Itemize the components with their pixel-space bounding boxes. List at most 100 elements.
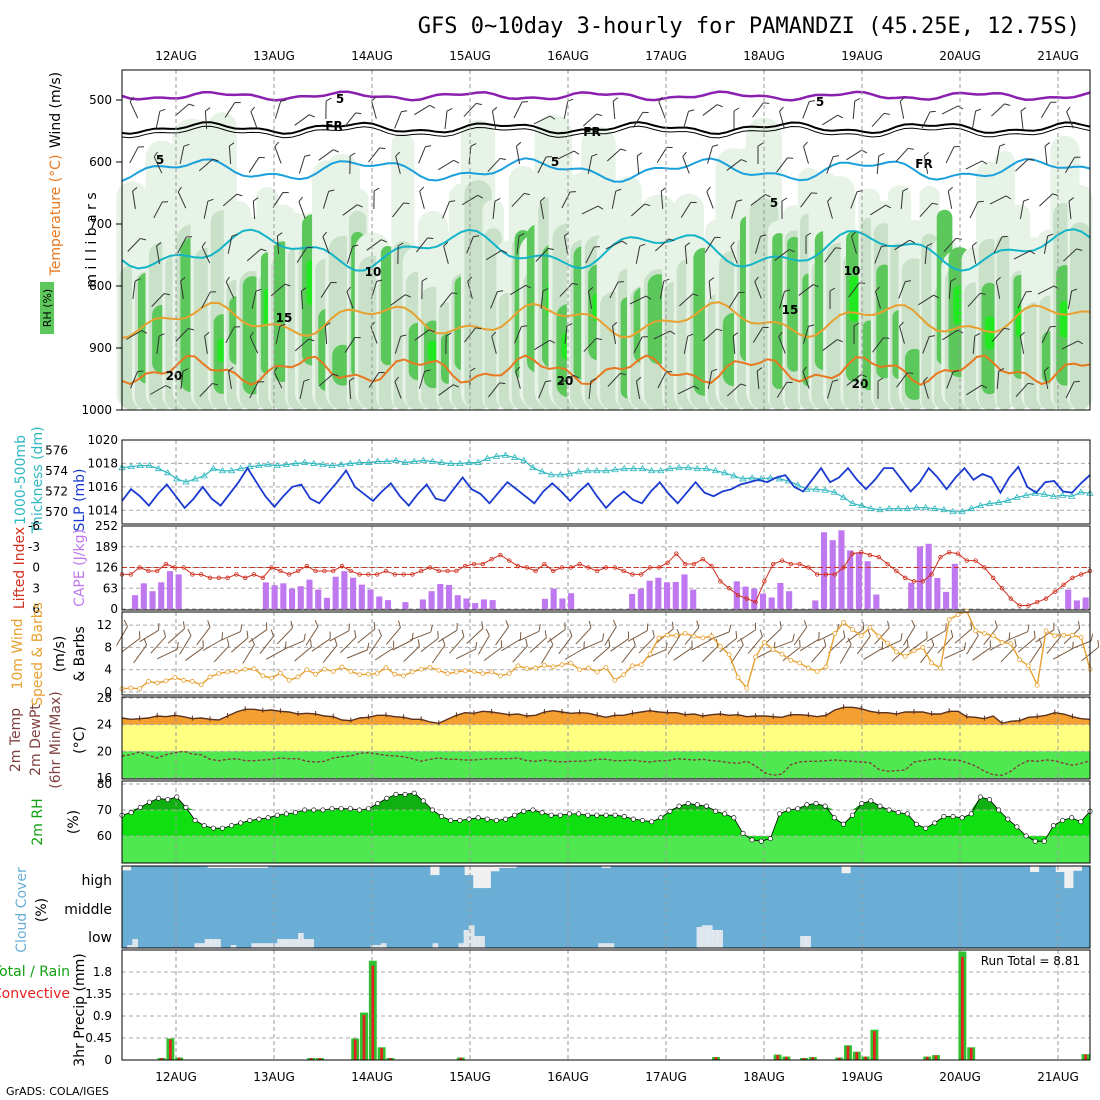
li-marker [999,586,1005,591]
barb-flag [854,98,861,102]
surface-barb-staff [782,646,801,662]
barb-staff [900,190,904,210]
top-date-label: 12AUG [155,49,197,63]
thickness-marker [310,459,318,466]
surface-barb-staff [259,636,274,654]
li-marker [753,599,758,605]
wind-barb [702,328,723,342]
surface-barb-staff [691,639,711,651]
barb-staff [995,281,1001,299]
barb-staff [249,381,259,399]
surface-barb [466,621,484,644]
surface-barb-flag [284,641,287,649]
temp-axis-title-2: 2m DewPt [28,704,44,776]
barb-flag [644,203,651,207]
barb-flag [883,112,890,115]
barb-flag [668,238,675,242]
barb-staff [371,101,377,119]
wind-speed-marker [638,662,644,668]
surface-barb [248,622,268,643]
wind-barb [1044,142,1051,165]
wind-barb [249,381,265,399]
surface-barb-staff [121,637,141,653]
li-marker [911,579,917,584]
barb-flag [947,186,953,192]
precip-convective-bar [169,1039,172,1060]
barb-staff [510,284,526,296]
thickness-marker [912,503,921,511]
wind-barb [198,158,219,172]
wind-barb [707,144,719,164]
barb-staff [487,158,501,172]
cloud-low-label: low [88,930,112,946]
li-marker [788,561,793,567]
wind-tick: 4 [104,663,112,677]
wind-barb [876,153,885,175]
precip-convective-bar [380,1047,383,1060]
thickness-marker [547,471,555,478]
rh2m-marker [366,806,372,812]
precip-convective-bar [389,1058,392,1060]
barb-flag [832,379,839,382]
cape-bar [341,571,348,609]
barb-flag [1004,103,1011,106]
surface-barb-flag [881,641,884,649]
li-marker [973,558,978,563]
barb-staff [438,384,454,396]
wind-barb [635,376,642,399]
barb-flag [373,187,380,192]
wind-speed-marker [982,631,987,636]
wind-barb [683,333,694,354]
wind-barb [995,143,1006,164]
surface-barb-flag [1077,621,1081,629]
cape-axis-title: CAPE (J/kg) [72,529,88,607]
barb-flag [789,249,795,253]
barb-flag [998,368,1005,372]
temp-axis-title-1: 2m Temp [8,708,24,772]
surface-barb-flag [1014,638,1017,647]
barb-flag [1025,290,1032,293]
wind-speed-marker [682,631,688,636]
surface-barb [1017,630,1036,653]
barb-staff [538,381,546,399]
barb-flag [540,196,546,202]
barb-flag [733,107,740,112]
contour-label: 5 [156,153,164,167]
contour-label: 15 [782,303,799,317]
contour-label: 20 [852,377,869,391]
wind-barb [324,322,331,345]
surface-barb [604,619,617,646]
surface-barb-flag [900,633,903,641]
wind-barb [252,197,259,220]
wind-barb [275,323,286,344]
barb-flag [165,385,172,389]
barb-flag [328,189,335,192]
rh2m-tick: 70 [97,803,112,817]
surface-barb-staff [294,646,312,662]
wind-speed-marker [225,669,231,675]
barb-flag [732,332,739,337]
barb-staff [943,237,957,253]
rh2m-marker [210,825,216,831]
barb-staff [708,280,712,300]
rh2m-marker [311,807,317,813]
barb-flag [333,149,339,153]
precip-convective-bar [855,1052,859,1060]
li-tick: -6 [28,519,40,533]
wind-barb [971,108,982,129]
surface-barb-staff [1070,640,1092,650]
grads-credit: GrADS: COLA/IGES [6,1085,109,1098]
barb-staff [563,101,569,119]
wind-barb [918,294,940,306]
wind-barb [1067,288,1078,309]
surface-barb-flag [847,637,852,645]
barb-flag [279,323,286,327]
top-date-label: 15AUG [449,49,491,63]
cape-bar [908,582,915,609]
cape-bar [158,582,165,609]
barb-flag [349,377,355,382]
cloud-high-bar [224,866,234,868]
wind-barb [274,141,282,164]
wind-speed-marker [163,678,169,684]
surface-barb-staff [730,644,744,664]
